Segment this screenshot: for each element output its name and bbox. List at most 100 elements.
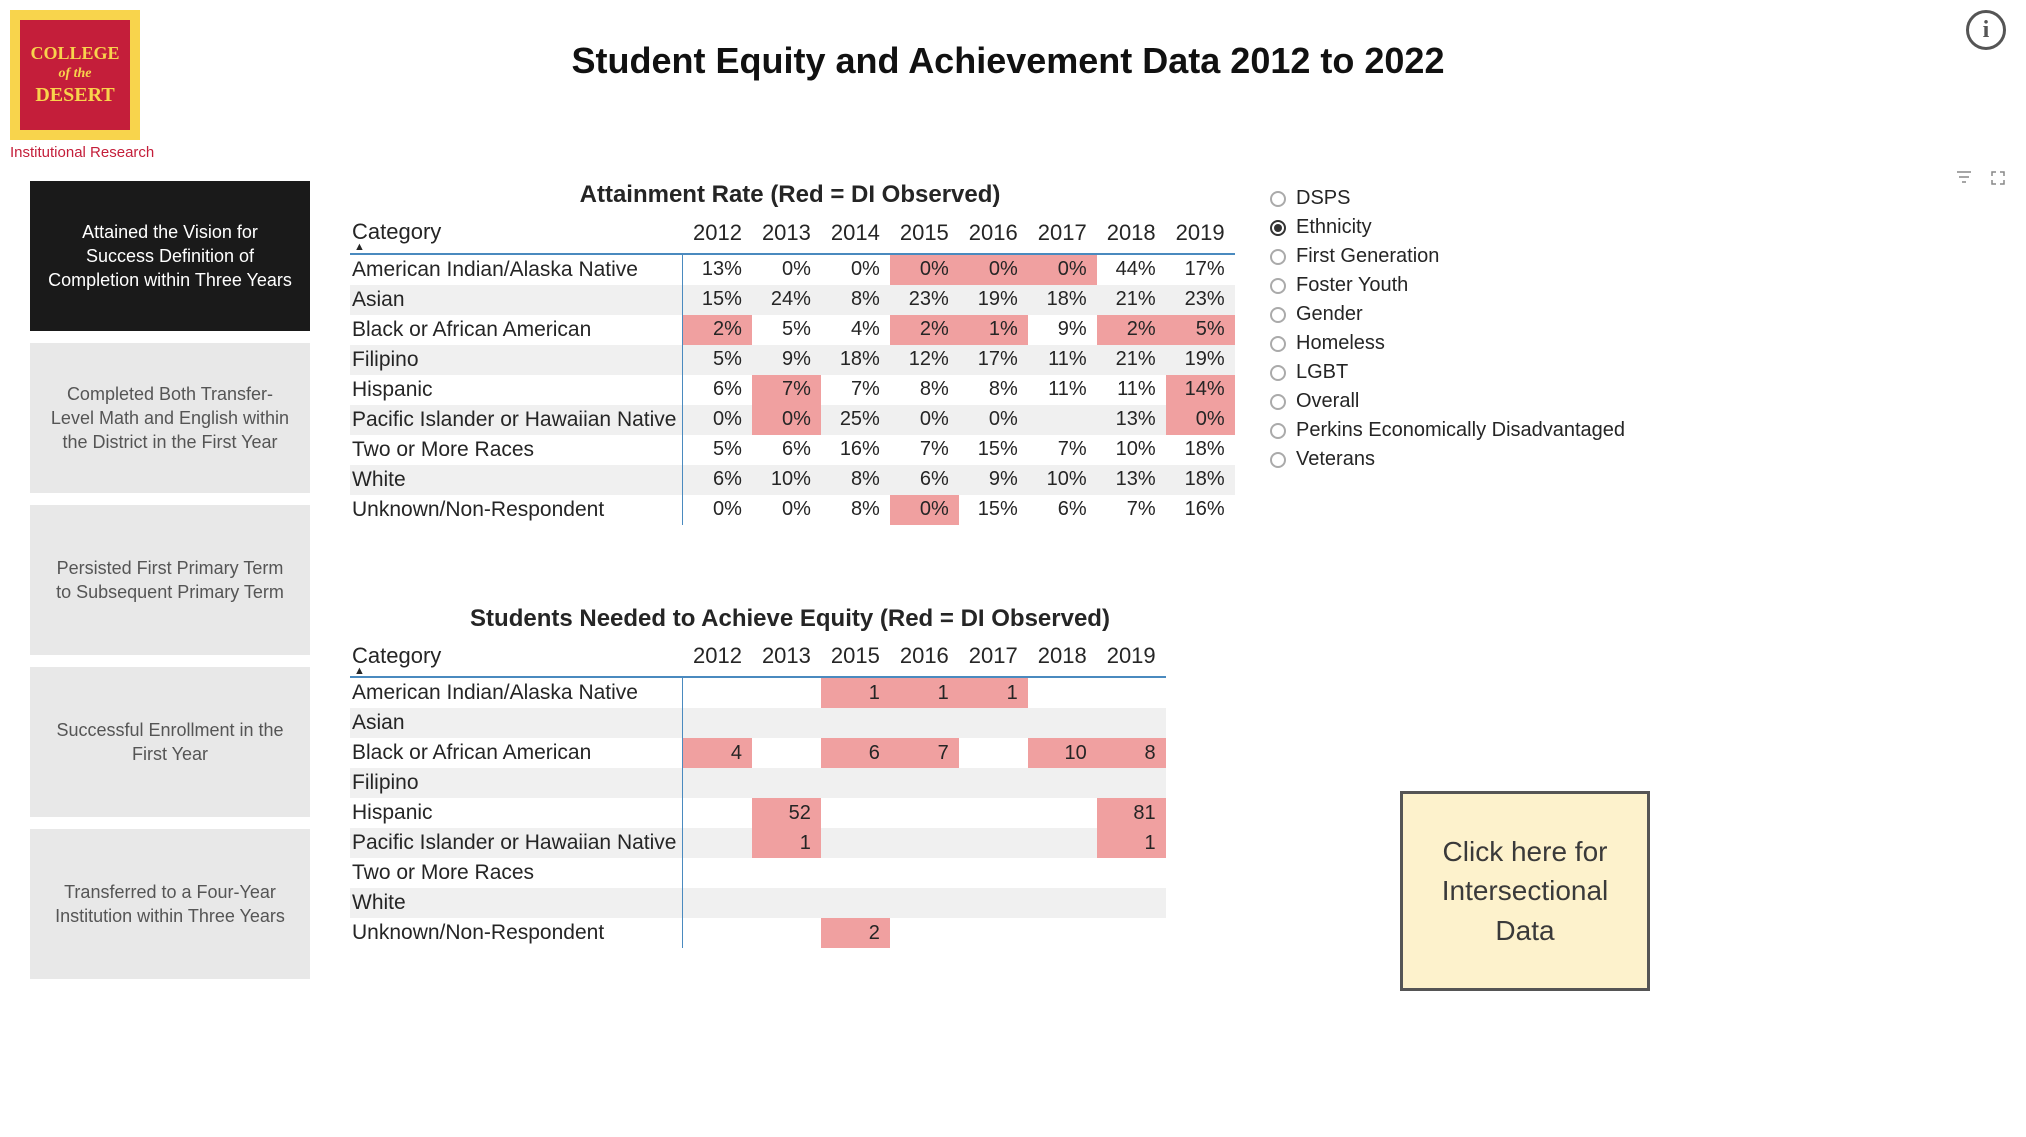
students-needed-year-2012[interactable]: 2012 (683, 639, 752, 678)
cell-value (959, 708, 1028, 738)
cell-value: 2% (683, 315, 752, 345)
filter-label: Gender (1296, 303, 1363, 326)
table-row: Asian15%24%8%23%19%18%21%23% (350, 285, 1235, 315)
radio-icon (1270, 191, 1286, 207)
cell-value (1028, 918, 1097, 948)
cell-value (1028, 405, 1097, 435)
cell-value: 81 (1097, 798, 1166, 828)
filter-radio-lgbt[interactable]: LGBT (1270, 361, 1690, 384)
attainment-year-2016[interactable]: 2016 (959, 215, 1028, 254)
table-row: Black or African American2%5%4%2%1%9%2%5… (350, 315, 1235, 345)
sidebar-tab-4[interactable]: Transferred to a Four-Year Institution w… (30, 829, 310, 979)
row-category: Two or More Races (350, 858, 683, 888)
attainment-year-2015[interactable]: 2015 (890, 215, 959, 254)
sidebar-tab-1[interactable]: Completed Both Transfer-Level Math and E… (30, 343, 310, 493)
radio-icon (1270, 423, 1286, 439)
sidebar-tab-3[interactable]: Successful Enrollment in the First Year (30, 667, 310, 817)
cell-value (1028, 677, 1097, 708)
radio-icon (1270, 220, 1286, 236)
filter-radio-ethnicity[interactable]: Ethnicity (1270, 216, 1690, 239)
table-row: Unknown/Non-Respondent2 (350, 918, 1166, 948)
row-category: Black or African American (350, 738, 683, 768)
cell-value: 15% (959, 435, 1028, 465)
table-row: American Indian/Alaska Native111 (350, 677, 1166, 708)
cell-value: 2% (890, 315, 959, 345)
cell-value: 2 (821, 918, 890, 948)
row-category: Filipino (350, 345, 683, 375)
cell-value: 10 (1028, 738, 1097, 768)
sidebar-tab-2[interactable]: Persisted First Primary Term to Subseque… (30, 505, 310, 655)
cell-value (821, 798, 890, 828)
cell-value: 1 (752, 828, 821, 858)
focus-mode-icon[interactable] (1990, 170, 2006, 191)
cell-value: 13% (1097, 405, 1166, 435)
cell-value: 0% (683, 405, 752, 435)
cell-value (821, 708, 890, 738)
row-category: Two or More Races (350, 435, 683, 465)
cell-value: 19% (959, 285, 1028, 315)
filter-radio-homeless[interactable]: Homeless (1270, 332, 1690, 355)
cell-value (752, 768, 821, 798)
cell-value: 8% (890, 375, 959, 405)
logo-subtitle: Institutional Research (10, 144, 170, 161)
cell-value: 18% (1166, 465, 1235, 495)
students-needed-year-2016[interactable]: 2016 (890, 639, 959, 678)
attainment-year-2012[interactable]: 2012 (683, 215, 752, 254)
cell-value: 5% (752, 315, 821, 345)
table-row: Pacific Islander or Hawaiian Native11 (350, 828, 1166, 858)
students-needed-year-2015[interactable]: 2015 (821, 639, 890, 678)
students-needed-year-2013[interactable]: 2013 (752, 639, 821, 678)
filter-radio-first-generation[interactable]: First Generation (1270, 245, 1690, 268)
cell-value: 7 (890, 738, 959, 768)
cell-value: 11% (1028, 345, 1097, 375)
attainment-year-2018[interactable]: 2018 (1097, 215, 1166, 254)
radio-icon (1270, 307, 1286, 323)
cell-value (683, 828, 752, 858)
cell-value: 1 (890, 677, 959, 708)
cell-value (890, 858, 959, 888)
intersectional-data-button[interactable]: Click here for Intersectional Data (1400, 791, 1650, 991)
cell-value: 25% (821, 405, 890, 435)
table-row: White6%10%8%6%9%10%13%18% (350, 465, 1235, 495)
logo-block: COLLEGE of the DESERT Institutional Rese… (10, 10, 170, 161)
cell-value: 11% (1028, 375, 1097, 405)
cell-value: 5% (683, 345, 752, 375)
row-category: American Indian/Alaska Native (350, 254, 683, 285)
students-needed-category-header[interactable]: Category▲ (350, 639, 683, 678)
table-row: Two or More Races5%6%16%7%15%7%10%18% (350, 435, 1235, 465)
cell-value (683, 708, 752, 738)
filter-radio-foster-youth[interactable]: Foster Youth (1270, 274, 1690, 297)
attainment-year-2019[interactable]: 2019 (1166, 215, 1235, 254)
filter-radio-dsps[interactable]: DSPS (1270, 187, 1690, 210)
attainment-year-2014[interactable]: 2014 (821, 215, 890, 254)
cell-value: 16% (821, 435, 890, 465)
cell-value (1028, 858, 1097, 888)
students-needed-year-2019[interactable]: 2019 (1097, 639, 1166, 678)
filter-radio-perkins-economically-disadvantaged[interactable]: Perkins Economically Disadvantaged (1270, 419, 1690, 442)
row-category: Asian (350, 285, 683, 315)
cell-value (1097, 918, 1166, 948)
cell-value: 9% (959, 465, 1028, 495)
cell-value (1097, 708, 1166, 738)
filter-label: Overall (1296, 390, 1359, 413)
info-icon[interactable]: i (1966, 10, 2006, 50)
filter-icon[interactable] (1956, 170, 1972, 191)
visual-toolbar (1956, 170, 2006, 191)
attainment-category-header[interactable]: Category▲ (350, 215, 683, 254)
cell-value: 8% (821, 495, 890, 525)
sidebar-tab-0[interactable]: Attained the Vision for Success Definiti… (30, 181, 310, 331)
attainment-year-2013[interactable]: 2013 (752, 215, 821, 254)
students-needed-year-2018[interactable]: 2018 (1028, 639, 1097, 678)
cell-value: 0% (959, 405, 1028, 435)
cell-value: 19% (1166, 345, 1235, 375)
radio-icon (1270, 365, 1286, 381)
filter-radio-gender[interactable]: Gender (1270, 303, 1690, 326)
cell-value (821, 768, 890, 798)
main: Attained the Vision for Success Definiti… (0, 161, 2026, 979)
filter-radio-overall[interactable]: Overall (1270, 390, 1690, 413)
attainment-year-2017[interactable]: 2017 (1028, 215, 1097, 254)
cell-value (683, 798, 752, 828)
filter-radio-veterans[interactable]: Veterans (1270, 448, 1690, 471)
cell-value: 0% (1166, 405, 1235, 435)
students-needed-year-2017[interactable]: 2017 (959, 639, 1028, 678)
